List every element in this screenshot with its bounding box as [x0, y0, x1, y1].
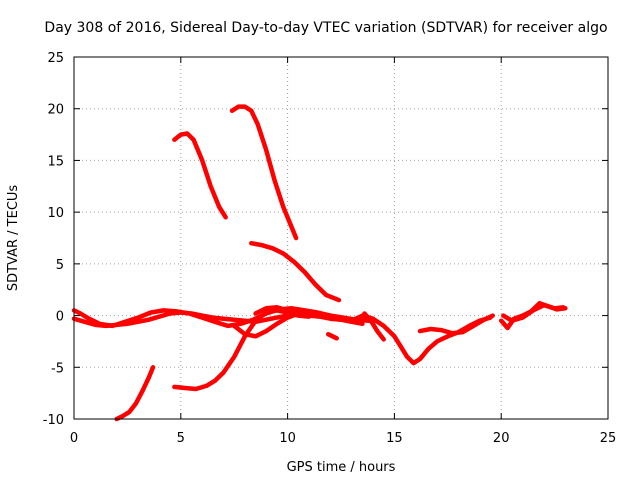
x-tick-label: 25: [600, 431, 617, 446]
y-tick-label: -5: [51, 361, 64, 376]
y-tick-label: 20: [47, 103, 64, 118]
series-line-arc-3: [249, 240, 342, 303]
series-line-arc-12: [417, 313, 495, 336]
series-line-arc-9: [114, 365, 156, 422]
x-tick-label: 0: [70, 431, 78, 446]
x-tick-label: 5: [177, 431, 185, 446]
y-tick-label: 15: [47, 154, 64, 169]
y-tick-label: 5: [56, 258, 64, 273]
series-line-arc-8: [325, 331, 339, 341]
series-line-arc-15: [501, 302, 566, 323]
y-tick-label: 10: [47, 206, 64, 221]
x-tick-label: 10: [279, 431, 296, 446]
axis-ticks: 0 5 10 15 20 25 -10 -5 0 5 10 15 20 25: [43, 51, 617, 446]
y-tick-label: -10: [43, 413, 64, 428]
x-tick-label: 15: [386, 431, 403, 446]
series-line-arc-7: [253, 305, 312, 318]
x-tick-label: 20: [493, 431, 510, 446]
y-tick-label: 0: [56, 310, 64, 325]
series-line-arc-13: [362, 311, 386, 342]
plot-frame: [73, 56, 609, 420]
y-tick-label: 25: [47, 51, 64, 66]
series-line-arc-10: [172, 308, 312, 392]
series-line-arc-2: [229, 104, 299, 241]
y-axis-label: SDTVAR / TECUs: [6, 185, 21, 292]
series-line-arc-1: [172, 131, 228, 220]
x-axis-label: GPS time / hours: [287, 460, 396, 475]
data-series: [71, 104, 568, 422]
chart-title: Day 308 of 2016, Sidereal Day-to-day VTE…: [44, 20, 607, 36]
grid-lines: [74, 57, 608, 419]
